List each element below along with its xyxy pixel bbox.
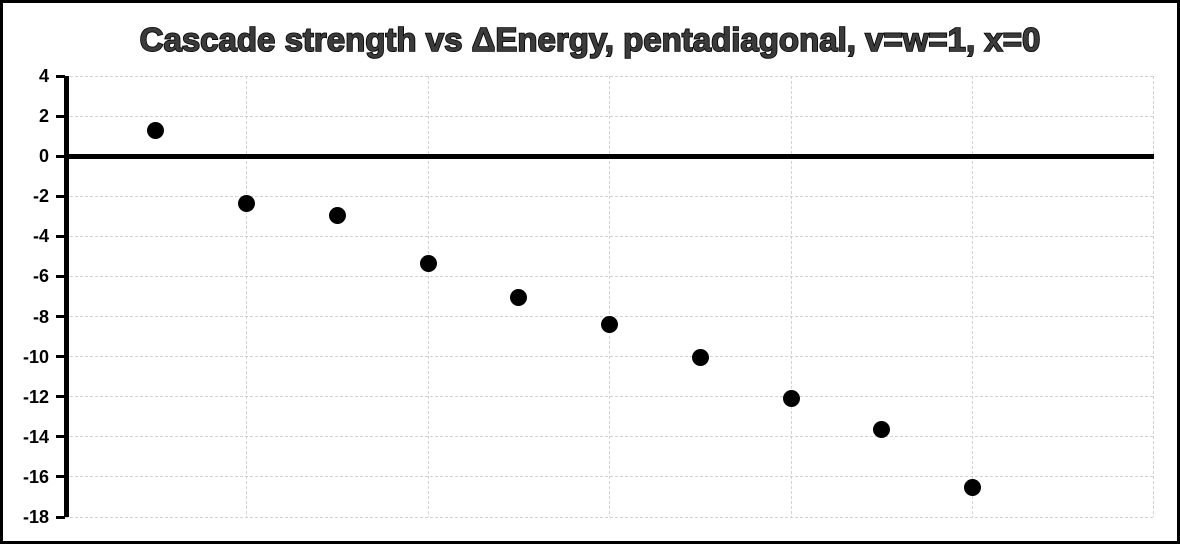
y-axis-tick	[56, 194, 65, 198]
data-point	[147, 121, 165, 139]
v-gridline	[1152, 76, 1154, 517]
v-gridline	[790, 76, 792, 517]
data-point	[238, 194, 255, 212]
y-tick-label: -6	[32, 266, 49, 287]
y-axis-tick	[56, 234, 65, 238]
y-axis-tick	[56, 274, 65, 278]
y-axis-tick	[56, 475, 65, 479]
y-axis-tick	[56, 515, 65, 519]
data-point	[601, 316, 618, 334]
y-tick-label: -16	[22, 466, 49, 487]
x-axis-zero-line	[65, 153, 1154, 159]
y-tick-label: -2	[32, 186, 49, 207]
y-axis-tick	[56, 395, 65, 399]
y-axis-tick	[56, 74, 65, 78]
y-axis-tick	[56, 114, 65, 118]
data-point	[328, 206, 346, 224]
y-axis-line	[64, 76, 69, 517]
y-tick-label: -8	[32, 306, 49, 327]
v-gridline	[609, 76, 610, 517]
y-axis-tick	[56, 315, 65, 319]
y-axis-tick	[56, 154, 65, 158]
data-point	[873, 421, 891, 439]
y-tick-label: -4	[32, 226, 49, 247]
data-point	[510, 289, 528, 306]
h-gridline	[65, 516, 1154, 518]
data-point	[691, 349, 709, 367]
v-gridline	[246, 76, 247, 517]
y-tick-label: 4	[38, 66, 49, 86]
data-point	[419, 254, 437, 272]
y-tick-label: -12	[22, 386, 49, 407]
y-tick-label: -14	[22, 426, 49, 447]
v-gridline	[972, 76, 973, 517]
y-tick-label: -18	[22, 507, 49, 527]
y-axis-tick	[56, 355, 65, 359]
data-point	[964, 479, 981, 497]
v-gridline	[427, 76, 429, 517]
y-tick-label: 0	[38, 146, 49, 167]
chart-title: Cascade strength vs ΔEnergy, pentadiagon…	[139, 20, 1041, 59]
data-point	[782, 390, 800, 408]
y-axis-tick	[56, 435, 65, 439]
y-tick-label: 2	[38, 106, 49, 127]
y-tick-label: -10	[22, 346, 49, 367]
